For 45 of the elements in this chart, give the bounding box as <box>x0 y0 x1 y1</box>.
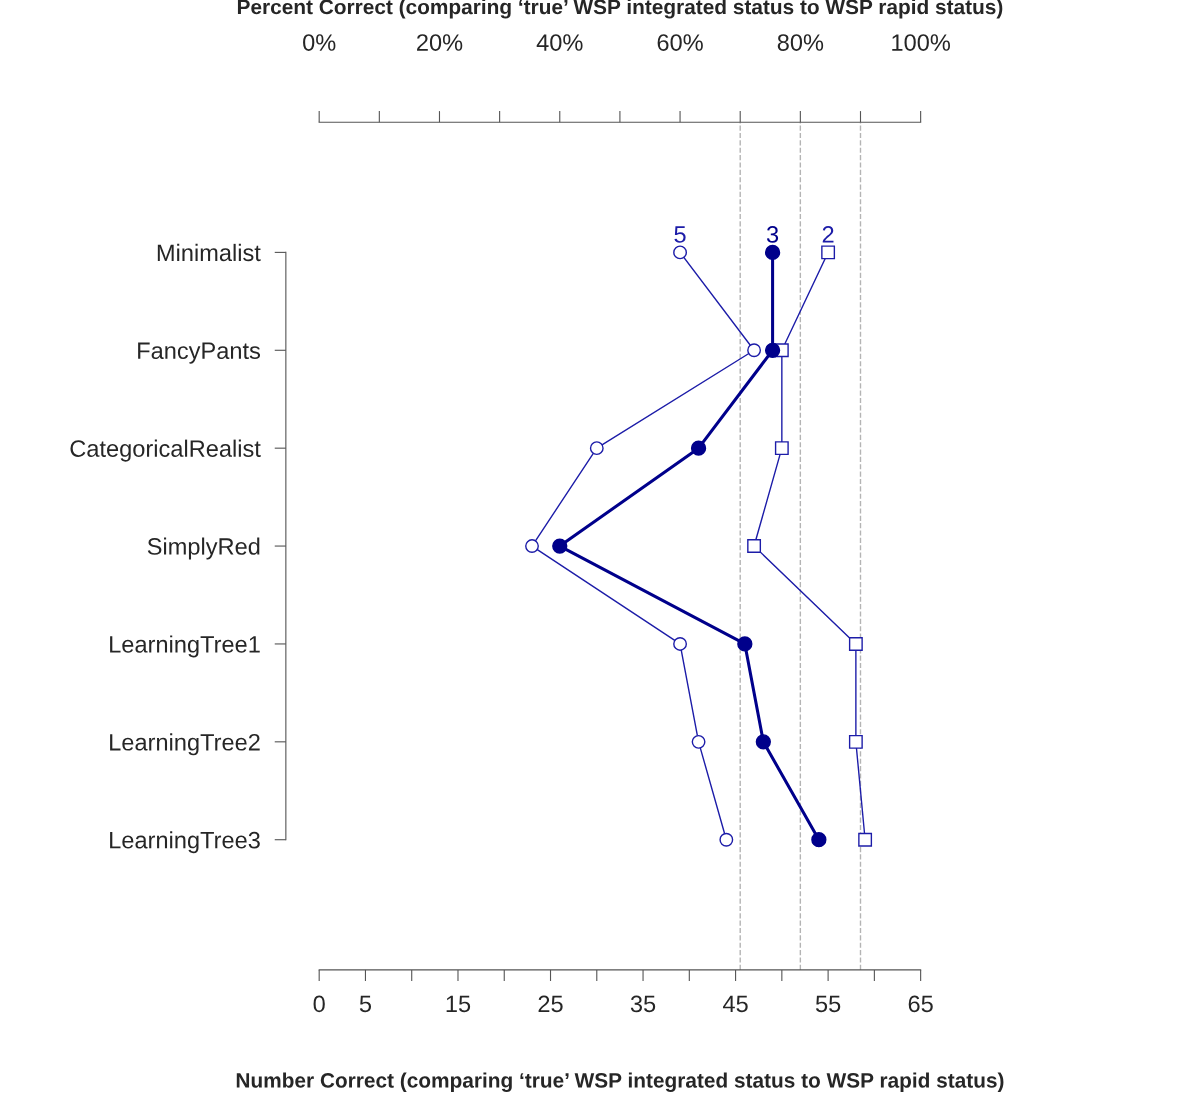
y-tick-label: Minimalist <box>157 243 261 262</box>
series-label: 2 <box>822 226 834 243</box>
y-tick-label: SimplyRed <box>147 537 260 560</box>
point <box>764 244 781 261</box>
x-tick-label: 55 <box>815 995 841 1013</box>
x-tick-label: 0 <box>313 995 325 1013</box>
point <box>811 832 827 848</box>
x-tick-label: 5 <box>359 995 372 1013</box>
point <box>673 245 688 260</box>
point <box>589 441 604 456</box>
x-tick-label: 15 <box>446 995 471 1013</box>
point <box>764 342 781 358</box>
point <box>690 440 707 456</box>
point <box>774 441 789 456</box>
point <box>747 539 762 554</box>
point <box>552 538 568 554</box>
y-tick-label: LearningTree2 <box>110 733 260 756</box>
point <box>525 539 539 554</box>
y-tick-label: LearningTree3 <box>110 831 260 854</box>
point <box>821 245 836 260</box>
x-tick-label: 35 <box>630 995 656 1013</box>
x2-tick-label: 60% <box>657 34 703 51</box>
point <box>747 343 762 358</box>
y-tick-label: FancyPants <box>138 342 261 364</box>
point <box>719 832 734 847</box>
series-label: 5 <box>674 226 686 243</box>
x2-tick-label: 0% <box>303 34 336 51</box>
point <box>858 832 873 847</box>
x-tick-label: 45 <box>722 995 748 1013</box>
point <box>691 734 706 749</box>
x2-tick-label: 100% <box>892 34 950 51</box>
point <box>673 636 688 651</box>
x2-tick-label: 80% <box>777 34 824 51</box>
x-tick-label: 65 <box>908 995 933 1013</box>
y-tick-label: LearningTree1 <box>110 635 260 658</box>
y-tick-label: CategoricalRealist <box>70 439 261 462</box>
x-tick-label: 25 <box>538 995 563 1013</box>
point <box>848 636 863 651</box>
series-label: 3 <box>766 226 779 243</box>
x2-tick-label: 20% <box>417 34 463 51</box>
point <box>848 734 863 749</box>
x-axis-title: Number Correct (comparing ‘true’ WSP integrated status to WSP rapid status) <box>236 1072 1004 1092</box>
point <box>755 734 771 750</box>
x2-tick-label: 40% <box>536 34 583 51</box>
point <box>737 636 753 652</box>
